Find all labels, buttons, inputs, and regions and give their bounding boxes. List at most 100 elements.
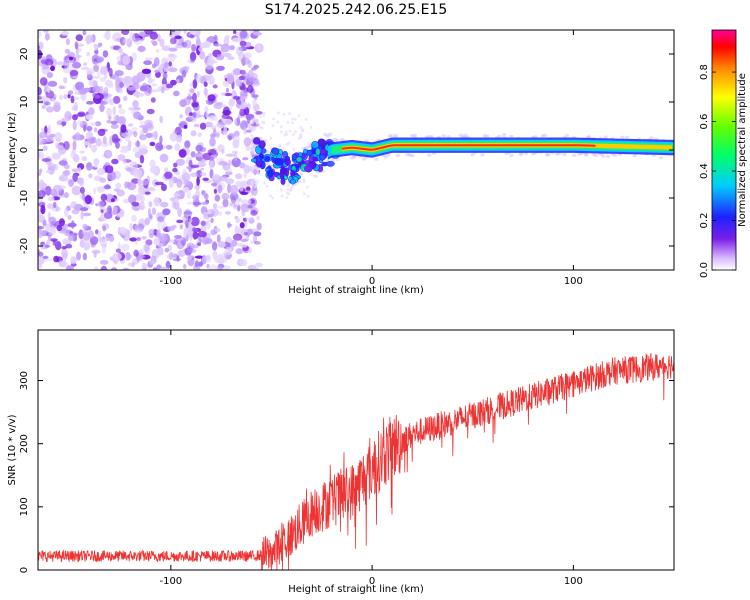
signal-blob <box>280 177 286 185</box>
noise-blob <box>131 127 138 131</box>
noise-blob <box>239 69 246 75</box>
noise-blob <box>243 52 252 59</box>
noise-blob <box>97 231 101 241</box>
noise-blob <box>250 150 255 155</box>
noise-blob <box>265 184 269 188</box>
spectrogram-y-ticks: -20 -10 0 10 20 <box>19 48 674 254</box>
noise-blob <box>102 136 107 145</box>
signal-blob <box>315 147 321 157</box>
noise-blob <box>56 120 63 126</box>
spectrogram-y-label: Frequency (Hz) <box>7 112 18 188</box>
noise-blob <box>213 43 222 47</box>
noise-blob <box>108 67 113 77</box>
noise-blob <box>81 156 88 162</box>
noise-blob <box>235 78 243 87</box>
noise-blob <box>251 165 255 169</box>
signal-blob <box>258 153 265 160</box>
noise-blob <box>155 71 161 78</box>
noise-blob <box>103 86 109 95</box>
noise-blob <box>134 194 143 202</box>
signal-halo <box>603 135 608 139</box>
noise-blob <box>251 78 260 85</box>
noise-blob <box>55 142 60 149</box>
signal-halo <box>586 135 591 139</box>
noise-blob <box>64 164 70 170</box>
noise-blob <box>154 69 160 73</box>
noise-blob <box>252 31 262 36</box>
noise-blob <box>250 210 258 216</box>
noise-blob <box>85 114 94 120</box>
noise-blob <box>123 198 129 204</box>
x-tick-label: 100 <box>564 276 583 287</box>
noise-blob <box>272 117 275 121</box>
noise-blob <box>221 148 225 155</box>
noise-blob <box>225 211 231 215</box>
noise-blob <box>176 178 183 188</box>
noise-blob <box>213 188 217 194</box>
noise-blob <box>48 229 57 236</box>
noise-blob <box>179 114 183 119</box>
noise-blob <box>251 128 255 132</box>
noise-blob <box>99 104 105 113</box>
noise-blob <box>53 255 60 263</box>
noise-blob <box>271 124 275 127</box>
noise-blob <box>104 79 113 87</box>
noise-blob <box>195 153 202 158</box>
noise-blob <box>210 229 216 236</box>
noise-blob <box>143 60 153 66</box>
noise-blob <box>158 235 165 241</box>
noise-blob <box>227 56 235 60</box>
signal-halo <box>306 145 311 149</box>
noise-blob <box>262 114 266 117</box>
noise-blob <box>243 127 247 135</box>
noise-blob <box>243 164 251 174</box>
noise-blob <box>38 151 45 160</box>
noise-blob <box>61 121 67 127</box>
noise-blob <box>280 194 284 198</box>
noise-blob <box>186 191 192 199</box>
y-tick-label: 200 <box>19 434 30 453</box>
noise-blob <box>210 217 214 224</box>
noise-blob <box>204 61 214 70</box>
noise-blob <box>58 94 63 101</box>
noise-blob <box>84 239 90 247</box>
noise-blob <box>216 54 223 60</box>
noise-blob <box>119 88 124 94</box>
noise-blob <box>204 193 209 200</box>
noise-blob <box>288 152 292 156</box>
signal-halo <box>518 153 524 157</box>
noise-blob <box>123 38 130 44</box>
snr-y-label: SNR (10 * v/v) <box>7 414 18 485</box>
noise-blob <box>42 219 47 227</box>
noise-blob <box>74 41 79 50</box>
noise-blob <box>192 193 197 201</box>
noise-blob <box>233 135 240 145</box>
noise-blob <box>73 154 80 163</box>
noise-blob <box>282 112 286 116</box>
noise-blob <box>152 41 158 46</box>
noise-blob <box>254 185 257 189</box>
noise-blob <box>38 87 42 96</box>
signal-halo <box>325 134 330 138</box>
noise-blob <box>105 233 110 242</box>
noise-blob <box>256 121 260 125</box>
noise-blob <box>254 182 258 186</box>
noise-blob <box>183 263 187 270</box>
noise-blob <box>71 220 75 229</box>
noise-blob <box>68 233 75 241</box>
noise-blob <box>63 117 69 123</box>
noise-blob <box>239 30 248 39</box>
noise-blob <box>118 48 123 54</box>
signal-blob <box>266 169 274 178</box>
noise-blob <box>173 30 182 33</box>
noise-blob <box>177 239 181 249</box>
noise-blob <box>108 235 115 242</box>
noise-blob <box>268 194 272 198</box>
snr-panel: -100 0 100 0 100 200 300 Height of straight l… <box>7 329 675 595</box>
x-tick-label: -100 <box>159 576 182 587</box>
noise-blob <box>230 184 239 195</box>
spectrogram-x-label: Height of straight line (km) <box>288 285 424 296</box>
noise-blob <box>47 196 55 202</box>
noise-blob <box>256 216 260 221</box>
